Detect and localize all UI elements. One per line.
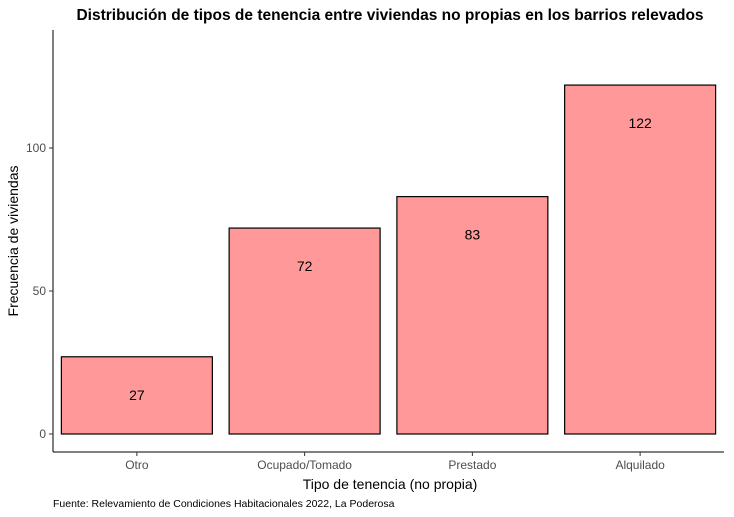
x-tick-label: Prestado	[448, 458, 496, 472]
y-tick-label: 100	[26, 141, 46, 155]
chart-title: Distribución de tipos de tenencia entre …	[76, 7, 703, 24]
x-tick-label: Otro	[125, 458, 149, 472]
y-axis-title: Frecuencia de viviendas	[5, 166, 21, 317]
plot-area: 27 72 83 122 0 50 100 Otro Ocupado/Tomado Prest…	[26, 30, 724, 472]
bar-otro	[60, 356, 213, 435]
bar-value-label: 122	[628, 115, 652, 131]
x-tick-label: Alquilado	[615, 458, 665, 472]
bar-labels: 27 72 83 122	[129, 115, 652, 403]
bar-value-label: 27	[129, 387, 145, 403]
y-ticks: 0 50 100	[26, 141, 53, 441]
x-tick-label: Ocupado/Tomado	[257, 458, 352, 472]
bar-alquilado	[564, 84, 717, 435]
bar-prestado	[396, 196, 549, 435]
bars	[60, 84, 717, 435]
x-ticks: Otro Ocupado/Tomado Prestado Alquilado	[125, 452, 665, 472]
bar-value-label: 72	[297, 258, 313, 274]
bar-ocupado-tomado	[228, 227, 381, 435]
y-tick-label: 0	[39, 427, 46, 441]
y-tick-label: 50	[33, 284, 47, 298]
chart-caption: Fuente: Relevamiento de Condiciones Habi…	[53, 498, 395, 510]
bar-value-label: 83	[465, 227, 481, 243]
x-axis-title: Tipo de tenencia (no propia)	[303, 476, 478, 492]
